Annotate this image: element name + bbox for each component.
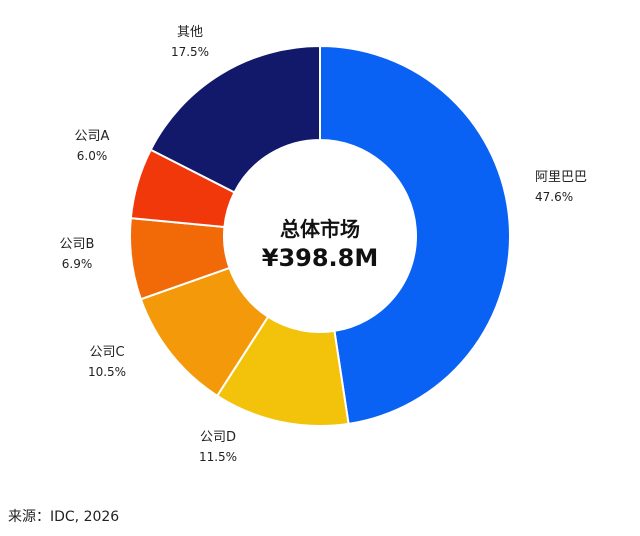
slice-label-name-4: 公司B (60, 237, 95, 252)
slice-6 (149, 44, 321, 194)
slice-label-name-1: 阿里巴巴 (535, 170, 587, 185)
slice-label-value-5: 6.0% (77, 149, 108, 163)
slice-label-name-5: 公司A (75, 129, 110, 144)
slice-label-value-2: 11.5% (199, 450, 237, 464)
slice-label-value-1: 47.6% (535, 190, 573, 204)
donut-slices (129, 44, 511, 427)
slice-label-name-2: 公司D (200, 430, 236, 445)
center-value: ¥398.8M (262, 244, 379, 272)
slice-label-value-6: 17.5% (171, 45, 209, 59)
slice-label-name-3: 公司C (89, 345, 124, 360)
center-title: 总体市场 (280, 217, 360, 241)
slice-label-value-3: 10.5% (88, 365, 126, 379)
slice-label-name-6: 其他 (177, 25, 203, 40)
slice-label-value-4: 6.9% (62, 257, 93, 271)
slice-1 (319, 44, 511, 425)
source-note: 来源：IDC, 2026 (8, 509, 120, 525)
slice-labels: 阿里巴巴 47.6% 公司D 11.5% 公司C 10.5% 公司B 6.9% 公司A 6.0% 其… (60, 25, 587, 464)
